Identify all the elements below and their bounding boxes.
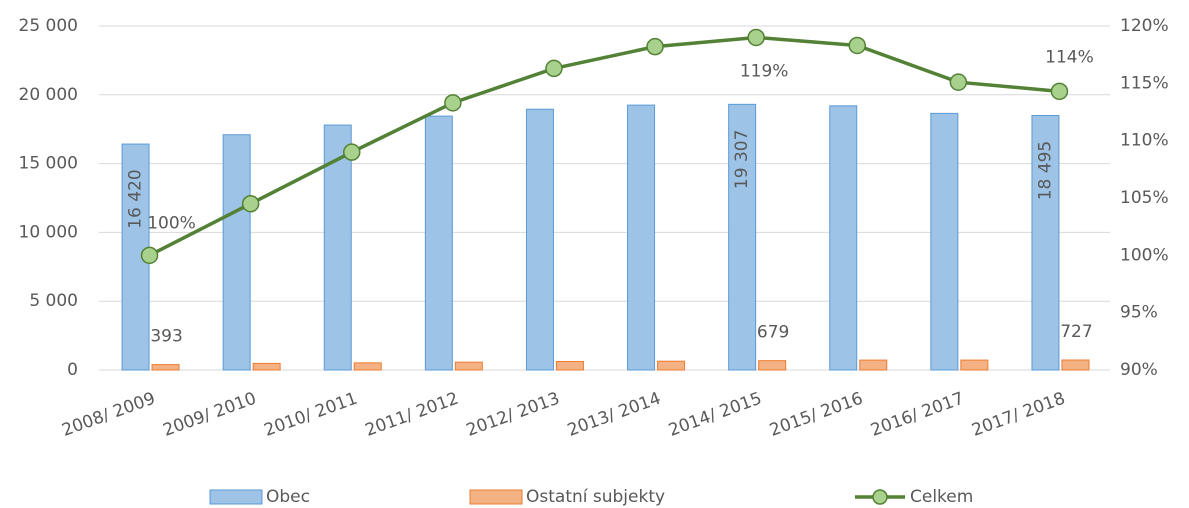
x-tick-label: 2010/ 2011: [262, 389, 361, 441]
x-tick-label: 2016/ 2017: [868, 389, 967, 441]
x-tick-label: 2011/ 2012: [363, 389, 462, 441]
bar: [758, 360, 787, 371]
bar: [930, 112, 959, 371]
bar: [252, 362, 281, 371]
legend-label: Obec: [266, 487, 310, 507]
y-tick-label: 15 000: [19, 154, 78, 174]
bar: [1061, 359, 1090, 371]
bar: [525, 108, 554, 371]
legend-swatch: [469, 489, 523, 505]
data-label: 19 307: [732, 130, 752, 189]
line-marker: [343, 143, 361, 161]
y-tick-label: 25 000: [19, 16, 78, 36]
y2-tick-label: 105%: [1120, 188, 1169, 208]
line: [148, 35, 1060, 257]
bar: [829, 105, 858, 371]
line-marker: [747, 28, 765, 47]
line-marker: [140, 246, 159, 265]
bar: [859, 359, 888, 371]
y-tick-label: 20 000: [19, 85, 78, 105]
bar: [960, 359, 989, 371]
line-marker: [241, 194, 260, 213]
legend-label: Celkem: [910, 487, 973, 507]
bar: [728, 103, 757, 371]
y2-tick-label: 95%: [1120, 303, 1158, 323]
data-label: 393: [150, 327, 182, 347]
line-marker: [949, 73, 968, 91]
bar: [353, 362, 382, 371]
y2-tick-label: 115%: [1120, 73, 1169, 93]
x-tick-label: 2013/ 2014: [565, 389, 664, 441]
bar: [1031, 115, 1060, 371]
data-label: 100%: [147, 213, 196, 233]
legend-swatch: [209, 489, 263, 505]
y2-tick-label: 110%: [1120, 131, 1169, 151]
legend-swatch: [872, 489, 888, 505]
bar: [657, 360, 686, 371]
x-tick-label: 2008/ 2009: [59, 389, 158, 441]
data-label: 114%: [1045, 47, 1094, 67]
x-tick-label: 2015/ 2016: [767, 389, 866, 441]
y2-tick-label: 90%: [1120, 360, 1158, 380]
legend-label: Ostatní subjekty: [526, 487, 665, 507]
y2-tick-label: 120%: [1120, 16, 1169, 36]
line-marker: [1050, 82, 1069, 101]
data-label: 16 420: [126, 169, 146, 228]
bar: [151, 364, 180, 371]
bar: [323, 124, 352, 371]
data-label: 119%: [740, 61, 789, 81]
data-label: 679: [757, 323, 789, 343]
bar: [454, 361, 483, 371]
bar: [424, 115, 453, 371]
line-marker: [444, 94, 462, 112]
y-tick-label: 10 000: [19, 222, 78, 242]
data-label: 727: [1060, 322, 1092, 342]
x-tick-label: 2009/ 2010: [160, 389, 259, 441]
data-label: 18 495: [1035, 141, 1055, 200]
x-tick-label: 2014/ 2015: [666, 389, 765, 441]
line-marker: [646, 37, 664, 56]
bar: [222, 134, 251, 371]
x-tick-label: 2012/ 2013: [464, 389, 563, 441]
bar: [555, 360, 584, 371]
x-tick-label: 2017/ 2018: [969, 389, 1068, 441]
y-tick-label: 5 000: [29, 291, 78, 311]
line-marker: [848, 36, 866, 55]
line-marker: [545, 59, 563, 78]
y-tick-label: 0: [67, 360, 78, 380]
y2-tick-label: 100%: [1120, 245, 1169, 265]
bar: [627, 104, 656, 371]
